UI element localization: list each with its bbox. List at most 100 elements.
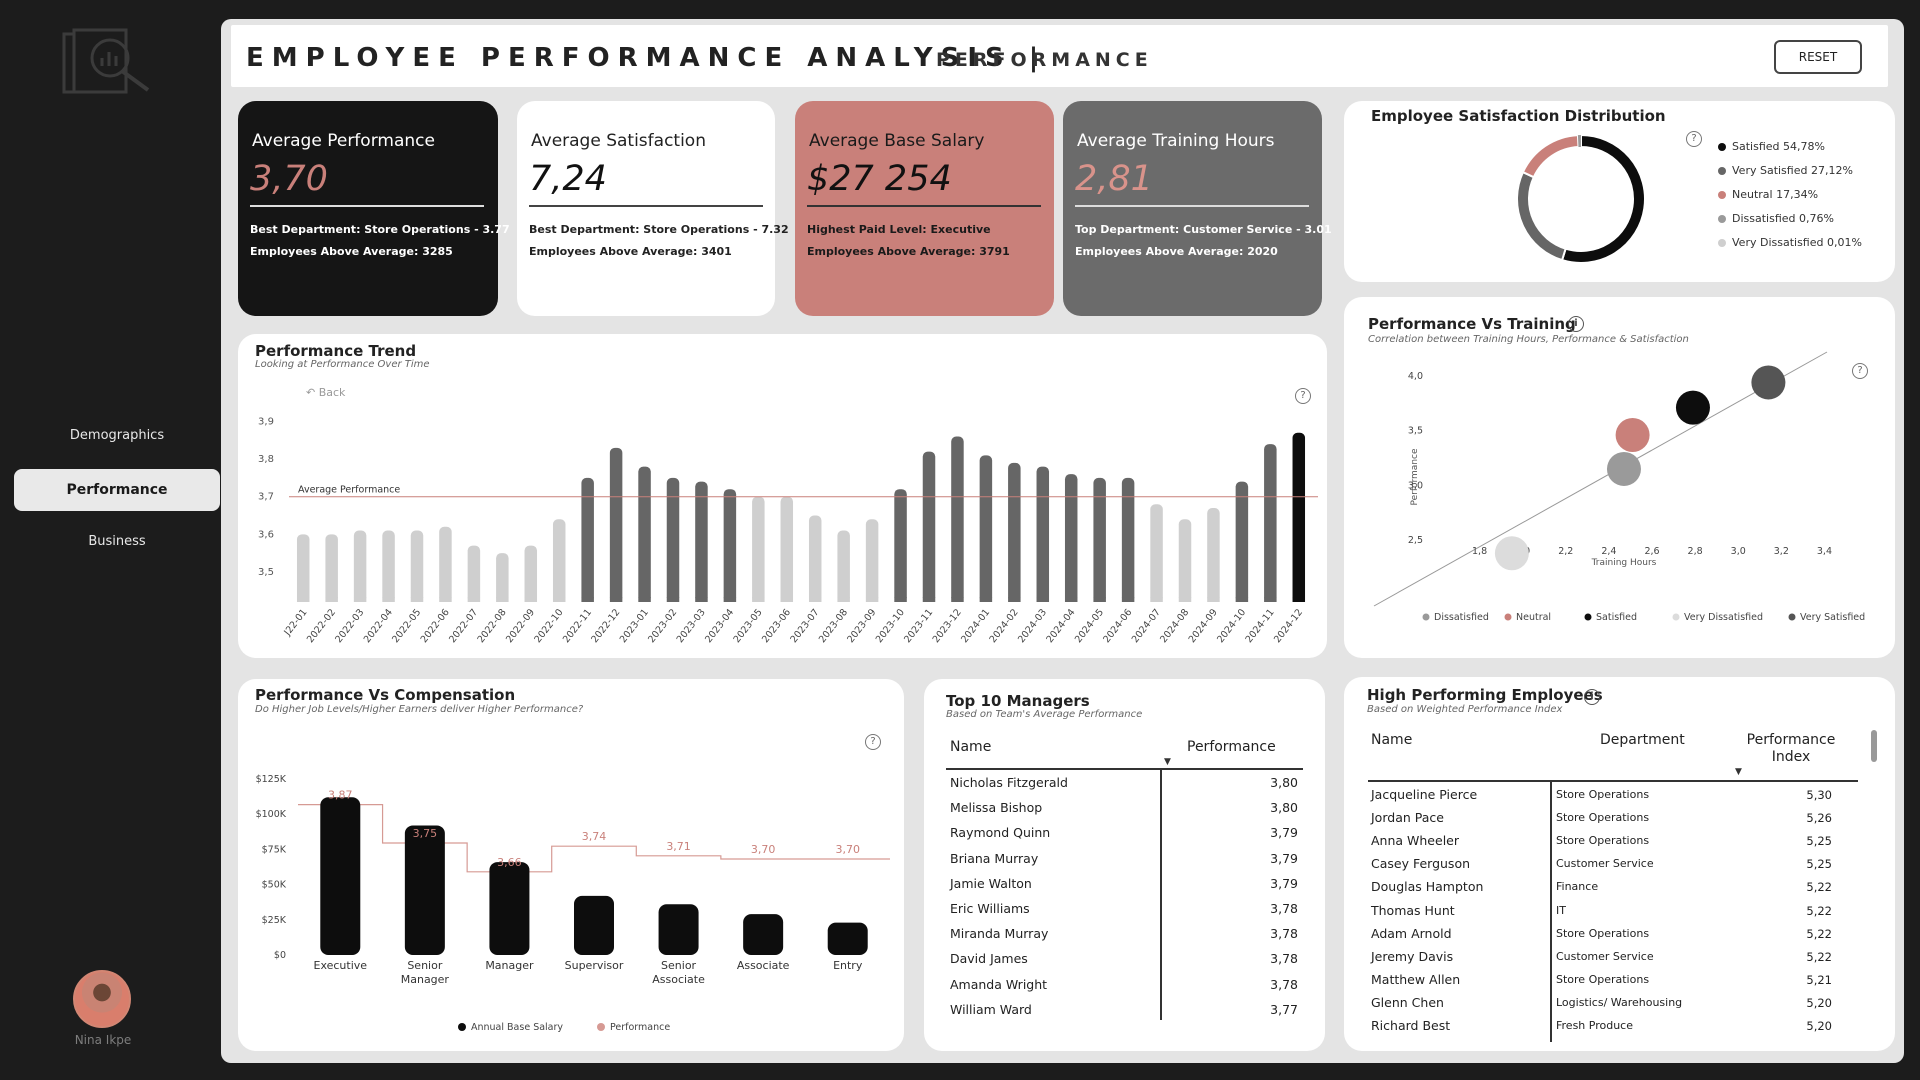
trend-bar[interactable] (723, 489, 737, 602)
salary-bar[interactable] (489, 862, 530, 955)
employee-name[interactable]: Jeremy Davis (1371, 948, 1454, 964)
trend-bar[interactable] (894, 489, 907, 602)
legend-label[interactable]: Performance (610, 1022, 670, 1033)
manager-name[interactable]: Amanda Wright (950, 976, 1048, 992)
scatter-point-dissatisfied[interactable] (1606, 451, 1641, 486)
manager-name[interactable]: Nicholas Fitzgerald (950, 775, 1068, 790)
manager-name[interactable]: Melissa Bishop (950, 800, 1043, 816)
trend-bar[interactable] (609, 447, 623, 602)
trend-bar[interactable] (865, 519, 879, 602)
trend-bar[interactable] (1064, 474, 1078, 602)
legend-item[interactable]: Satisfied 54,78% (1718, 140, 1825, 153)
manager-name[interactable]: Raymond Quinn (950, 825, 1051, 841)
help-icon[interactable]: ? (1852, 363, 1868, 379)
legend-item[interactable]: Very Dissatisfied 0,01% (1718, 236, 1862, 249)
trend-bar[interactable] (752, 496, 765, 602)
trend-bar[interactable] (496, 553, 509, 602)
manager-name[interactable]: Jamie Walton (950, 875, 1032, 891)
trend-bar[interactable] (410, 530, 424, 602)
column-header-performance[interactable]: Performance (1187, 739, 1276, 755)
trend-bar[interactable] (1178, 519, 1192, 602)
manager-name[interactable]: William Ward (950, 1001, 1032, 1017)
trend-bar[interactable] (1235, 481, 1249, 602)
manager-name[interactable]: Briana Murray (950, 850, 1039, 866)
trend-bar[interactable] (695, 481, 708, 602)
legend-label[interactable]: Annual Base Salary (471, 1022, 563, 1033)
trend-bar[interactable] (296, 534, 310, 602)
column-header-name[interactable]: Name (950, 739, 992, 755)
donut-slices[interactable] (1516, 133, 1646, 264)
salary-bar[interactable] (320, 797, 361, 955)
trend-bar[interactable] (1036, 466, 1050, 602)
employee-name[interactable]: Anna Wheeler (1371, 833, 1459, 849)
trend-bar[interactable] (1121, 477, 1135, 602)
legend-item[interactable]: Dissatisfied 0,76% (1718, 212, 1834, 225)
employee-name[interactable]: Casey Ferguson (1371, 856, 1471, 872)
manager-name[interactable]: Miranda Murray (950, 926, 1049, 942)
trend-bar[interactable] (382, 530, 395, 602)
column-header-department[interactable]: Department (1600, 732, 1685, 748)
scatter-point-neutral[interactable] (1615, 418, 1650, 453)
legend-label[interactable]: Neutral (1516, 612, 1551, 623)
trend-bar[interactable] (1093, 477, 1106, 602)
donut-slice-neutral[interactable] (1521, 134, 1580, 179)
trend-bar[interactable] (666, 477, 680, 602)
legend-label[interactable]: Very Dissatisfied (1684, 612, 1763, 623)
column-header-performance-index[interactable]: Performance Index (1746, 732, 1836, 765)
legend-item[interactable]: Very Satisfied 27,12% (1718, 164, 1853, 177)
trend-bar[interactable] (808, 515, 822, 602)
donut-slice-dissatisfied[interactable] (1577, 135, 1581, 148)
sort-desc-icon[interactable]: ▼ (1164, 757, 1171, 767)
help-icon[interactable]: ? (1686, 131, 1702, 147)
donut-slice-very-satisfied[interactable] (1516, 170, 1567, 262)
employee-name[interactable]: Jordan Pace (1371, 810, 1444, 826)
comp-chart[interactable]: $125K $100K $75K $50K $25K $0 3,87 Executive 3,7… (238, 679, 904, 1051)
reset-button[interactable]: RESET (1774, 40, 1862, 74)
employee-name[interactable]: Richard Best (1371, 1018, 1451, 1033)
nav-business[interactable]: Business (88, 534, 146, 549)
legend-label[interactable]: Dissatisfied (1434, 612, 1489, 623)
trend-bar[interactable] (353, 530, 367, 602)
salary-bar[interactable] (743, 914, 784, 955)
trend-bar[interactable] (780, 496, 794, 602)
perf-training-scatter[interactable]: 1,82,02,22,42,62,83,03,23,44,03,53,02,5T… (1344, 297, 1895, 658)
trend-bar[interactable] (1264, 444, 1277, 602)
trend-chart[interactable]: 3,93,83,73,63,5J22-012022-022022-032022-… (238, 334, 1327, 658)
trend-bar[interactable] (638, 466, 651, 602)
trend-bar[interactable] (1207, 508, 1220, 602)
employee-name[interactable]: Glenn Chen (1371, 994, 1444, 1010)
trend-bar[interactable] (467, 545, 481, 602)
scatter-point-satisfied[interactable] (1675, 390, 1710, 425)
table-scrollbar[interactable] (1871, 730, 1877, 762)
trend-bar[interactable] (1008, 462, 1021, 602)
trend-bar[interactable] (1150, 504, 1163, 602)
employee-name[interactable]: Thomas Hunt (1371, 902, 1455, 918)
legend-label[interactable]: Satisfied (1596, 612, 1637, 623)
column-header-name[interactable]: Name (1371, 732, 1413, 748)
help-icon[interactable]: ? (1295, 388, 1311, 404)
trend-bar[interactable] (325, 534, 338, 602)
employee-name[interactable]: Matthew Allen (1371, 971, 1461, 987)
trend-bar[interactable] (951, 436, 964, 602)
employee-name[interactable]: Douglas Hampton (1371, 879, 1484, 895)
trend-bar[interactable] (837, 530, 850, 602)
info-icon[interactable]: i (1568, 316, 1584, 332)
legend-label[interactable]: Very Satisfied (1800, 612, 1865, 623)
manager-name[interactable]: Eric Williams (950, 901, 1030, 916)
trend-bar[interactable] (979, 455, 993, 602)
employee-name[interactable]: Adam Arnold (1371, 925, 1452, 941)
salary-bar[interactable] (827, 922, 868, 955)
performance-step-line[interactable] (298, 804, 890, 873)
salary-bar[interactable] (404, 825, 445, 955)
scatter-point-very-satisfied[interactable] (1751, 365, 1786, 400)
donut-slice-satisfied[interactable] (1560, 133, 1646, 264)
trend-bar[interactable] (922, 451, 936, 602)
employee-name[interactable]: Jacqueline Pierce (1371, 787, 1478, 802)
trend-bar[interactable] (524, 545, 538, 602)
nav-performance[interactable]: Performance (14, 469, 220, 511)
help-icon[interactable]: ? (865, 734, 881, 750)
sort-desc-icon[interactable]: ▼ (1735, 767, 1742, 777)
scatter-point-very-dissatisfied[interactable] (1494, 536, 1529, 571)
salary-bar[interactable] (658, 904, 699, 955)
trend-bar[interactable] (1292, 432, 1306, 602)
